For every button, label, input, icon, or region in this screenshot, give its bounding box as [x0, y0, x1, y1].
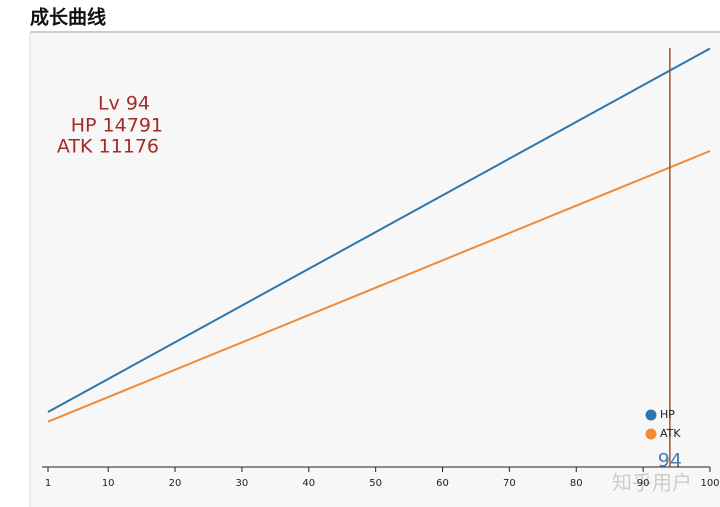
legend-swatch	[645, 428, 657, 440]
annotation: ATK 11176	[57, 136, 159, 158]
plot-background	[30, 33, 720, 507]
watermark: 知乎用户	[612, 471, 692, 495]
x-tick-label: 20	[169, 478, 182, 489]
x-tick-label: 70	[503, 478, 516, 489]
x-tick-label: 10	[102, 478, 115, 489]
x-tick-label: 60	[436, 478, 449, 489]
legend-label: ATK	[660, 427, 681, 440]
x-tick-label: 40	[302, 478, 315, 489]
chart-title: 成长曲线	[30, 6, 106, 29]
x-tick-label: 90	[637, 478, 650, 489]
annotation: Lv 94	[98, 93, 150, 115]
x-tick-label: 1	[45, 478, 51, 489]
x-tick-label: 30	[236, 478, 249, 489]
x-tick-label: 80	[570, 478, 583, 489]
legend-label: HP	[660, 408, 675, 421]
annotation: HP 14791	[71, 115, 163, 137]
x-tick-label: 100	[700, 478, 719, 489]
marker-label: 94	[658, 450, 682, 472]
legend-swatch	[645, 409, 657, 421]
x-tick-label: 50	[369, 478, 382, 489]
